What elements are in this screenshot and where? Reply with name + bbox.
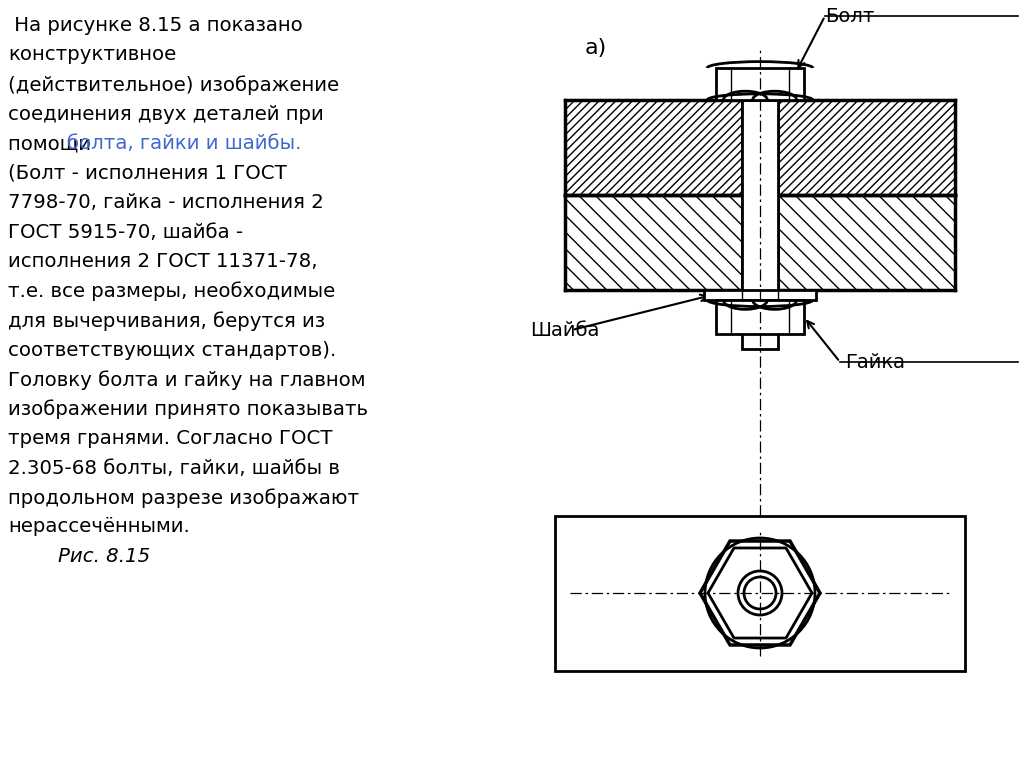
Bar: [565, 100, 742, 195]
Bar: [555, 515, 965, 670]
Text: для вычерчивания, берутся из: для вычерчивания, берутся из: [8, 311, 326, 331]
Text: продольном разрезе изображают: продольном разрезе изображают: [8, 488, 359, 508]
Text: Головку болта и гайку на главном: Головку болта и гайку на главном: [8, 370, 366, 389]
Bar: [778, 100, 955, 195]
Text: изображении принято показывать: изображении принято показывать: [8, 399, 368, 419]
Text: соединения двух деталей при: соединения двух деталей при: [8, 104, 324, 124]
Text: т.е. все размеры, необходимые: т.е. все размеры, необходимые: [8, 282, 335, 301]
Bar: [742, 100, 778, 349]
Text: Рис. 8.15: Рис. 8.15: [8, 547, 151, 566]
Text: помощи: помощи: [8, 134, 97, 153]
Text: исполнения 2 ГОСТ 11371-78,: исполнения 2 ГОСТ 11371-78,: [8, 252, 317, 271]
Text: конструктивное: конструктивное: [8, 45, 176, 65]
Bar: [565, 195, 742, 290]
Text: тремя гранями. Согласно ГОСТ: тремя гранями. Согласно ГОСТ: [8, 429, 333, 448]
Bar: [716, 68, 804, 100]
Text: а): а): [585, 38, 607, 58]
Bar: [705, 290, 816, 300]
Text: На рисунке 8.15 а показано: На рисунке 8.15 а показано: [8, 16, 303, 35]
Bar: [565, 100, 742, 195]
Text: 7798-70, гайка - исполнения 2: 7798-70, гайка - исполнения 2: [8, 193, 324, 212]
Text: нерассечёнными.: нерассечёнными.: [8, 518, 189, 537]
Bar: [716, 300, 804, 334]
Bar: [778, 195, 955, 290]
Text: Гайка: Гайка: [845, 353, 905, 372]
Bar: [778, 100, 955, 195]
Text: (Болт - исполнения 1 ГОСТ: (Болт - исполнения 1 ГОСТ: [8, 164, 287, 183]
Text: ГОСТ 5915-70, шайба -: ГОСТ 5915-70, шайба -: [8, 223, 243, 241]
Text: Шайба: Шайба: [530, 320, 599, 339]
Text: Болт: Болт: [825, 6, 874, 25]
Bar: [565, 195, 742, 290]
Text: соответствующих стандартов).: соответствующих стандартов).: [8, 340, 336, 359]
Text: (действительное) изображение: (действительное) изображение: [8, 75, 339, 94]
Bar: [778, 195, 955, 290]
Text: болта, гайки и шайбы.: болта, гайки и шайбы.: [67, 134, 301, 153]
Text: 2.305-68 болты, гайки, шайбы в: 2.305-68 болты, гайки, шайбы в: [8, 458, 340, 478]
